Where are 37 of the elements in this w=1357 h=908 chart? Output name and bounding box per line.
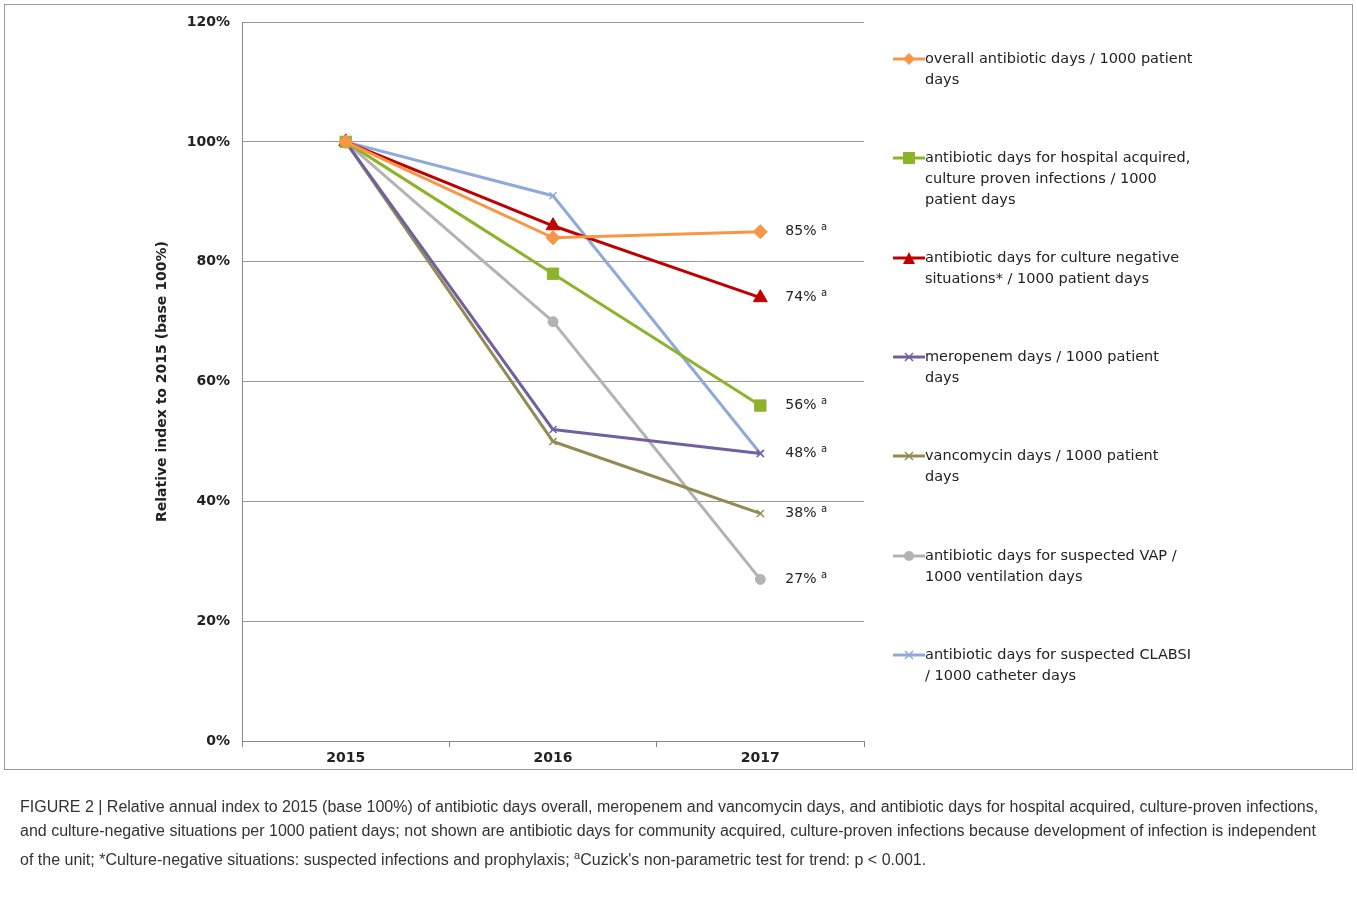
legend-label: antibiotic days for culture negative situations* / 1000 patient days: [925, 247, 1181, 288]
point: [548, 191, 558, 201]
legend-label: antibiotic days for hospital acquired, culture proven infections / 1000 patient days: [925, 148, 1192, 210]
point: [548, 437, 558, 446]
x-tick-label: 2016: [533, 749, 573, 766]
data-label: 48% a: [785, 443, 828, 461]
y-axis-title: Relative index to 2015 (base 100%): [153, 241, 170, 523]
y-tick-label: 0%: [206, 731, 231, 748]
point: [545, 217, 561, 231]
legend-label: antibiotic days for suspected VAP / 1000 ventilation days: [925, 545, 1178, 586]
data-label: 85% a: [785, 221, 828, 239]
x-tick-label: 2015: [326, 749, 366, 766]
point: [547, 316, 559, 328]
x-tick-label: 2017: [740, 749, 780, 766]
legend-label: vancomycin days / 1000 patient days: [925, 446, 1160, 487]
point: [756, 509, 765, 518]
y-tick-label: 60%: [196, 372, 231, 389]
legend-label: overall antibiotic days / 1000 patient days: [925, 49, 1193, 89]
data-label: 38% a: [785, 503, 828, 521]
point: [754, 399, 767, 412]
point: [546, 267, 560, 280]
point: [754, 573, 766, 585]
point: [752, 289, 768, 303]
caption: FIGURE 2 | Relative annual index to 2015 (base 100%) of antibiotic days overall, meropenem and vancomycin days, and antibiotic days for hospital acquired, culture-proven infections, and culture-negative situations per 1000 patient days; not shown are antibiotic days for community acquired, culture-proven infections because development of infection is independent of the unit; *Culture-negative situations: suspected infections and prophylaxis; $^{a}$Cuzick's non-parametric test for trend: p < 0.001.: [20, 797, 1320, 871]
data-label: 74% a: [785, 287, 828, 305]
data-label: 27% a: [785, 568, 828, 587]
y-tick-label: 120%: [186, 12, 231, 29]
y-tick-label: 80%: [196, 252, 231, 269]
y-tick-label: 20%: [196, 611, 231, 628]
legend-label: meropenem days / 1000 patient days: [925, 347, 1160, 387]
point: [752, 224, 768, 240]
point: [548, 425, 558, 434]
legend-label: antibiotic days for suspected CLABSI / 1000 catheter days: [925, 644, 1192, 685]
y-tick-label: 40%: [196, 492, 231, 509]
point: [545, 230, 561, 246]
y-tick-label: 100%: [186, 132, 231, 149]
data-label: 56% a: [785, 395, 828, 413]
